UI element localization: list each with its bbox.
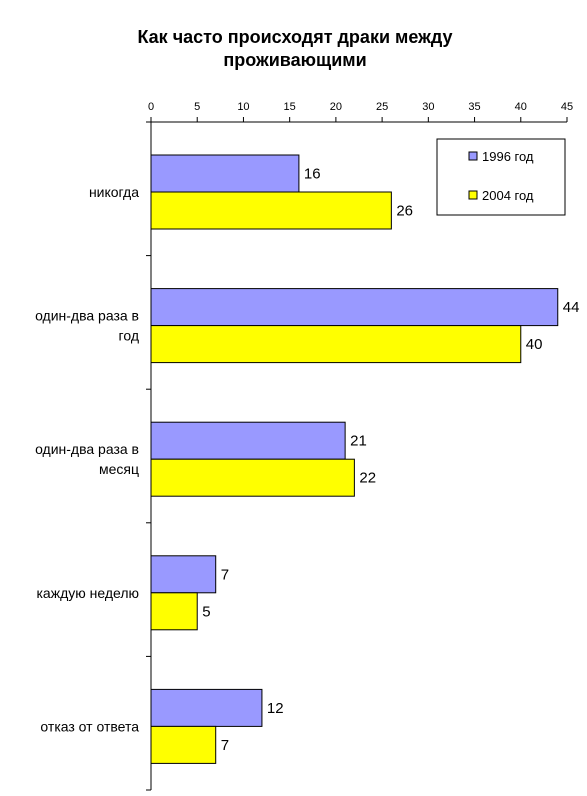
- legend-label: 1996 год: [482, 149, 534, 164]
- x-tick-label: 40: [515, 101, 527, 113]
- category-label: один-два раза в: [35, 441, 139, 457]
- category-label: месяц: [99, 461, 139, 477]
- bar-value-label: 12: [267, 700, 284, 717]
- category-label: один-два раза в: [35, 308, 139, 324]
- bar-value-label: 7: [221, 566, 229, 583]
- bar: [150, 725, 217, 764]
- bar: [150, 421, 346, 460]
- bar-value-label: 26: [396, 203, 413, 220]
- bar: [150, 555, 217, 594]
- bar: [150, 325, 522, 364]
- category-label: отказ от ответа: [40, 718, 139, 734]
- bar-value-label: 44: [563, 299, 580, 316]
- category-label: каждую неделю: [36, 585, 139, 601]
- x-tick-label: 45: [561, 101, 573, 113]
- bar: [150, 592, 198, 631]
- bar: [150, 688, 263, 727]
- bar: [150, 191, 392, 230]
- category-label: никогда: [89, 184, 139, 200]
- x-tick-label: 35: [468, 101, 480, 113]
- x-tick-label: 5: [194, 101, 200, 113]
- category-label: год: [119, 328, 139, 344]
- x-tick-label: 25: [376, 101, 388, 113]
- bar: [150, 288, 559, 327]
- bar: [150, 458, 355, 497]
- x-tick-label: 10: [237, 101, 249, 113]
- bar-value-label: 5: [202, 603, 210, 620]
- x-tick-label: 20: [330, 101, 342, 113]
- legend-label: 2004 год: [482, 188, 534, 203]
- chart-title-line-1: Как часто происходят драки между: [137, 27, 453, 47]
- legend-swatch: [468, 151, 478, 161]
- x-tick-label: 0: [148, 101, 154, 113]
- bar-value-label: 40: [526, 336, 543, 353]
- chart-title-line-2: проживающими: [223, 50, 367, 70]
- x-tick-label: 30: [422, 101, 434, 113]
- bar: [150, 154, 300, 193]
- bar-value-label: 22: [359, 470, 376, 487]
- chart-title: Как часто происходят драки между прожива…: [60, 26, 530, 72]
- bar-value-label: 16: [304, 166, 321, 183]
- x-tick-label: 15: [284, 101, 296, 113]
- legend-swatch: [468, 190, 478, 200]
- legend-box: [436, 138, 566, 216]
- bar-value-label: 21: [350, 433, 367, 450]
- bar-value-label: 7: [221, 737, 229, 754]
